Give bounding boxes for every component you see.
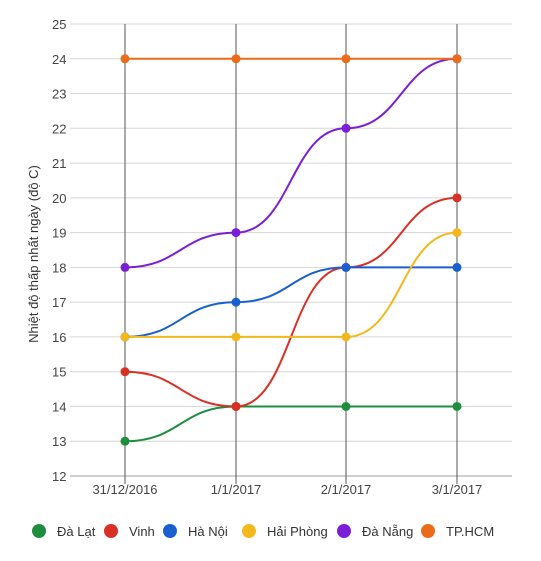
data-point [341, 262, 351, 272]
data-point [231, 228, 241, 238]
legend-swatch [32, 524, 46, 538]
legend-swatch [104, 524, 118, 538]
data-point [120, 54, 130, 64]
data-point [341, 54, 351, 64]
y-axis-label: Nhiệt độ thấp nhất ngày (độ C) [26, 165, 41, 343]
data-point [452, 193, 462, 203]
series-lines [124, 57, 458, 443]
data-point [120, 367, 130, 377]
data-point [231, 332, 241, 342]
x-tick-label: 3/1/2017 [432, 482, 483, 497]
data-point [452, 228, 462, 238]
x-axis-ticks: 31/12/2016 1/1/2017 2/1/2017 3/1/2017 [92, 482, 482, 497]
data-point [452, 54, 462, 64]
data-point [120, 436, 130, 446]
x-tick-label: 2/1/2017 [321, 482, 372, 497]
y-tick-label: 12 [52, 469, 66, 484]
data-point [231, 401, 241, 411]
data-point [120, 262, 130, 272]
y-tick-label: 20 [52, 191, 66, 206]
legend-label: Đà Nẵng [362, 524, 413, 539]
data-point [231, 297, 241, 307]
gridlines [70, 23, 512, 484]
legend-label: Hà Nội [188, 524, 228, 539]
y-tick-label: 25 [52, 17, 66, 32]
legend-label: Vinh [129, 524, 155, 539]
legend-swatch [337, 524, 351, 538]
y-tick-label: 13 [52, 434, 66, 449]
legend-swatch [163, 524, 177, 538]
x-tick-label: 1/1/2017 [211, 482, 262, 497]
y-tick-label: 15 [52, 365, 66, 380]
data-point [341, 401, 351, 411]
y-tick-label: 22 [52, 121, 66, 136]
y-tick-label: 16 [52, 330, 66, 345]
data-point [452, 401, 462, 411]
legend-label: TP.HCM [446, 524, 494, 539]
legend-label: Hải Phòng [267, 524, 328, 539]
y-tick-label: 14 [52, 399, 66, 414]
series-line-0 [124, 405, 457, 443]
data-point [341, 123, 351, 133]
legend-swatch [242, 524, 256, 538]
y-tick-label: 24 [52, 52, 66, 67]
series-line-3 [124, 231, 458, 338]
data-point [452, 262, 462, 272]
data-point [120, 332, 130, 342]
y-axis-ticks: 12 13 14 15 16 17 18 19 20 21 22 23 24 25 [52, 17, 66, 484]
series-line-2 [124, 266, 457, 338]
y-tick-label: 17 [52, 295, 66, 310]
y-tick-label: 19 [52, 226, 66, 241]
series-line-4 [124, 57, 458, 269]
legend: Đà Lạt Vinh Hà Nội Hải Phòng Đà Nẵng TP.HCM [32, 524, 494, 539]
y-tick-label: 21 [52, 156, 66, 171]
data-points [120, 54, 462, 446]
data-point [231, 54, 241, 64]
legend-label: Đà Lạt [57, 524, 96, 539]
y-tick-label: 18 [52, 260, 66, 275]
series-line-1 [124, 196, 458, 408]
legend-swatch [421, 524, 435, 538]
y-tick-label: 23 [52, 87, 66, 102]
data-point [341, 332, 351, 342]
x-tick-label: 31/12/2016 [92, 482, 157, 497]
